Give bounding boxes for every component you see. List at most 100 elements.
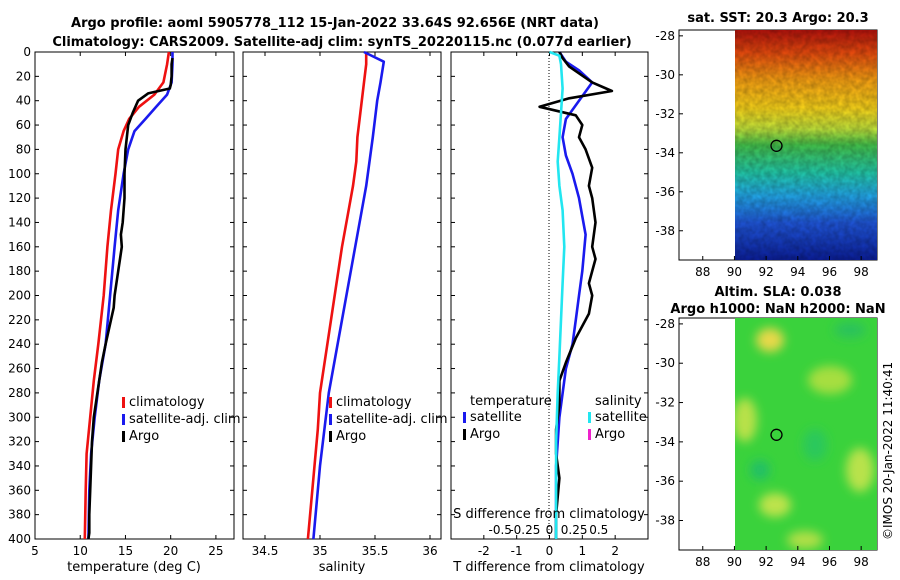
legend-swatch-t-satellite [463,412,466,423]
map-y-tick-label: -28 [655,317,675,331]
depth-tick-label: 360 [8,483,31,497]
map-y-tick-label: -28 [655,29,675,43]
x-tick-label: 25 [208,544,223,558]
map-x-tick-label: 98 [854,265,869,279]
legend-swatch-satellite [329,414,332,425]
legend-swatch-climatology [122,397,125,408]
map-x-tick-label: 98 [854,555,869,569]
map-y-tick-label: -30 [655,68,675,82]
depth-tick-label: 140 [8,215,31,229]
difference-x-axis: -2 -1 0 1 2 [478,52,619,558]
depth-tick-label: 340 [8,459,31,473]
temperature-axes [34,51,235,540]
depth-tick-label: 100 [8,167,31,181]
legend-title-salinity: salinity [595,394,642,409]
map-x-tick-label: 90 [727,555,742,569]
legend-swatch-t-argo [463,429,466,440]
legend-swatch-argo [122,431,125,442]
depth-tick-label: 220 [8,313,31,327]
sst-float-marker [770,139,783,152]
x-tick-label: -2 [478,544,490,558]
sst-map-panel: sat. SST: 20.3 Argo: 20.3 88 90 92 94 96 98 -2… [655,11,878,279]
map-x-tick-label: 94 [790,265,805,279]
series-line-climatology [306,52,368,540]
sst-map-title: sat. SST: 20.3 Argo: 20.3 [687,11,868,26]
salinity-panel: 34.5 35 35.5 36 salinity climatology satell… [242,50,448,575]
legend-label-s-argo: Argo [595,427,625,442]
map-y-tick-label: -32 [655,396,675,410]
legend-swatch-satellite [122,414,125,425]
depth-tick-label: 260 [8,362,31,376]
s-diff-tick-label: 0.25 [561,523,588,537]
depth-tick-label: 120 [8,191,31,205]
x-tick-label: 1 [579,544,587,558]
map-x-tick-label: 94 [790,555,805,569]
map-y-tick-label: -30 [655,356,675,370]
legend-label-climatology: climatology [336,395,412,410]
x-tick-label: 35 [312,544,327,558]
copyright-stamp: ©IMOS 20-Jan-2022 11:40:41 [881,362,895,540]
series-line-t-argo [538,51,614,539]
depth-tick-label: 180 [8,264,31,278]
map-x-tick-label: 96 [822,555,837,569]
legend-swatch-s-argo [588,429,591,440]
x-tick-label: -1 [511,544,523,558]
difference-panel: -2 -1 0 1 2 -0.5-0.25 0 0.25 0.5 T difference f… [450,50,649,575]
x-tick-label: 2 [611,544,619,558]
sla-map-panel: Altim. SLA: 0.038 Argo h1000: NaN h2000:… [655,285,885,569]
difference-x-label: T difference from climatology [452,560,645,575]
s-diff-tick-label: -0.5 [489,523,512,537]
depth-tick-label: 300 [8,410,31,424]
map-y-tick-label: -34 [655,146,675,160]
depth-tick-label: 240 [8,337,31,351]
salinity-diff-tick-labels: -0.5-0.25 0 0.25 0.5 [489,523,609,537]
legend-label-s-satellite: satellite [595,410,647,425]
legend-label-argo: Argo [129,429,159,444]
series-line-s-satellite [549,50,566,539]
difference-top-label: S difference from climatology [453,507,645,522]
depth-axis: 0 20 40 60 80 100 120 140 160 180 200 220 240 260 280 3… [8,45,234,546]
temperature-panel: 0 20 40 60 80 100 120 140 160 180 200 220 240 260 280 3… [8,45,241,575]
figure-title-line2: Climatology: CARS2009. Satellite-adj cli… [52,35,631,50]
salinity-x-label: salinity [319,560,366,575]
x-tick-label: 35.5 [362,544,389,558]
difference-legend: temperature satellite Argo salinity sate… [463,394,647,442]
depth-tick-label: 160 [8,240,31,254]
legend-label-t-satellite: satellite [470,410,522,425]
map-x-tick-label: 92 [758,265,773,279]
legend-label-satellite: satellite-adj. clim [129,412,241,427]
depth-tick-label: 380 [8,508,31,522]
map-y-tick-label: -36 [655,185,675,199]
map-x-tick-label: 90 [727,265,742,279]
salinity-x-axis: 34.5 35 35.5 36 [252,52,438,558]
depth-tick-label: 40 [16,94,31,108]
temperature-x-axis: 5 10 15 20 25 [31,52,224,558]
legend-label-t-argo: Argo [470,427,500,442]
temperature-legend: climatology satellite-adj. clim Argo [122,395,241,444]
temperature-lines [83,51,174,540]
map-y-tick-label: -38 [655,514,675,528]
map-y-tick-label: -32 [655,107,675,121]
x-tick-label: 20 [163,544,178,558]
legend-label-satellite: satellite-adj. clim [336,412,448,427]
depth-tick-label: 400 [8,532,31,546]
difference-y-ticks [451,51,648,540]
map-y-tick-label: -38 [655,224,675,238]
depth-tick-label: 0 [23,45,31,59]
x-tick-label: 5 [31,544,39,558]
depth-tick-label: 280 [8,386,31,400]
sla-heatmap [735,318,877,550]
salinity-lines [306,50,386,540]
sst-map-axes-ticks: 88 90 92 94 96 98 -28 -30 -32 -34 -36 -38 [655,29,868,279]
depth-tick-label: 200 [8,289,31,303]
salinity-y-ticks [243,51,441,540]
sla-map-title-line1: Altim. SLA: 0.038 [715,285,842,300]
map-y-tick-label: -34 [655,435,675,449]
depth-tick-label: 80 [16,142,31,156]
depth-tick-label: 320 [8,435,31,449]
legend-swatch-s-satellite [588,412,591,423]
s-diff-tick-label: 0.5 [589,523,608,537]
map-x-tick-label: 96 [822,265,837,279]
sla-map-title-line2: Argo h1000: NaN h2000: NaN [670,302,885,317]
